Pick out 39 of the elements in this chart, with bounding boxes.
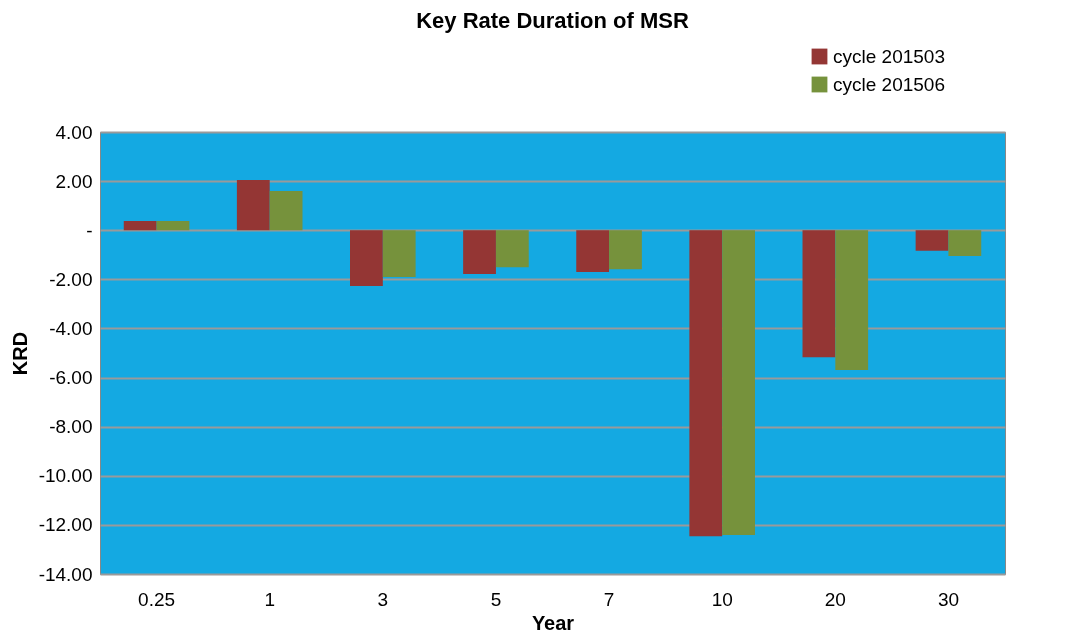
bar <box>382 230 416 277</box>
bar <box>156 220 190 231</box>
bar <box>463 230 496 274</box>
bar <box>609 230 642 270</box>
y-tick-label: -14.00 <box>38 563 93 585</box>
x-tick-label: 5 <box>490 588 502 610</box>
bar <box>722 230 755 535</box>
y-tick-label: -10.00 <box>38 465 93 487</box>
x-tick-label: 0.25 <box>138 588 176 610</box>
bar <box>689 230 723 537</box>
bar <box>123 220 157 231</box>
x-axis-title: Year <box>531 611 575 634</box>
legend-label: cycle 201506 <box>833 73 945 95</box>
bar <box>576 230 610 272</box>
y-tick-label: 2.00 <box>55 170 93 192</box>
bar <box>802 230 836 358</box>
x-tick-label: 1 <box>264 588 275 610</box>
bar <box>350 230 383 286</box>
x-tick-label: 3 <box>377 588 389 610</box>
x-tick-label: 20 <box>824 588 846 610</box>
bar <box>495 230 529 268</box>
bar <box>915 230 949 251</box>
x-tick-label: 30 <box>937 588 960 610</box>
y-tick-label: -4.00 <box>49 317 93 339</box>
chart-title: Key Rate Duration of MSR <box>416 8 689 33</box>
x-tick-label: 10 <box>711 588 733 610</box>
legend-label: cycle 201503 <box>833 45 945 67</box>
y-tick-label: -6.00 <box>49 367 93 389</box>
y-tick-label: - <box>86 219 93 241</box>
y-tick-label: -2.00 <box>49 268 93 290</box>
y-tick-label: 4.00 <box>55 121 93 143</box>
bar <box>269 190 303 231</box>
y-tick-label: -8.00 <box>49 416 93 438</box>
bar <box>236 179 270 231</box>
x-tick-label: 7 <box>603 588 615 610</box>
bar <box>835 230 869 370</box>
bar <box>948 230 982 257</box>
y-tick-label: -12.00 <box>38 514 93 536</box>
y-axis-title: KRD <box>8 331 31 376</box>
